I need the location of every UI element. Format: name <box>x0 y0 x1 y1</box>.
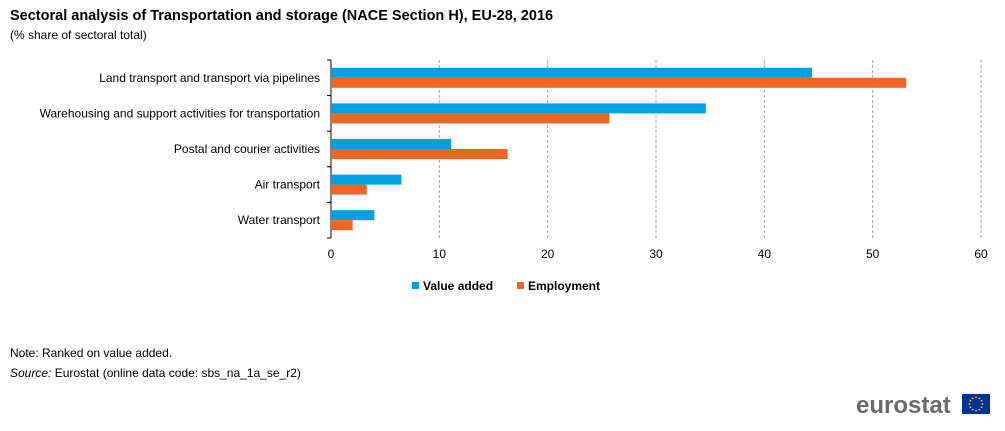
category-label: Air transport <box>255 178 321 192</box>
chart-source: Source: Eurostat (online data code: sbs_… <box>10 366 301 380</box>
x-tick-label: 60 <box>974 247 988 261</box>
bar-employment <box>331 220 353 231</box>
legend-entry: Employment <box>528 279 600 293</box>
x-tick-label: 50 <box>866 247 880 261</box>
x-tick-label: 30 <box>649 247 663 261</box>
x-tick-label: 0 <box>328 247 335 261</box>
category-label: Land transport and transport via pipelin… <box>99 71 320 85</box>
flag-star <box>980 399 983 402</box>
bar-value-added <box>331 210 375 221</box>
bar-value-added <box>331 139 452 149</box>
bar-employment <box>331 77 907 88</box>
eu-flag-icon <box>962 394 990 414</box>
bar-employment <box>331 113 610 124</box>
chart-subtitle: (% share of sectoral total) <box>10 28 147 42</box>
flag-star <box>975 409 977 412</box>
flag-star <box>969 406 972 409</box>
legend-entry: Value added <box>423 279 493 293</box>
bar-value-added <box>331 174 402 185</box>
source-text: Eurostat (online data code: sbs_na_1a_se… <box>51 366 301 380</box>
flag-star <box>969 399 972 402</box>
chart-note: Note: Ranked on value added. <box>10 346 173 360</box>
x-tick-label: 10 <box>433 247 447 261</box>
flag-star <box>968 403 971 405</box>
bar-chart: Land transport and transport via pipelin… <box>40 59 988 293</box>
legend-swatch <box>412 282 419 289</box>
category-label: Warehousing and support activities for t… <box>40 106 320 120</box>
category-label: Water transport <box>238 213 321 227</box>
eurostat-logo: eurostat <box>856 392 992 422</box>
legend-swatch <box>517 282 524 289</box>
flag-star <box>978 397 981 400</box>
flag-star <box>981 403 984 405</box>
bar-employment <box>331 184 367 195</box>
flag-star <box>971 408 974 411</box>
x-tick-label: 20 <box>541 247 555 261</box>
category-label: Postal and courier activities <box>174 142 320 156</box>
bar-employment <box>331 149 508 159</box>
flag-star <box>971 397 974 400</box>
bar-value-added <box>331 67 812 78</box>
source-label: Source: <box>10 366 52 380</box>
flag-star <box>978 408 981 411</box>
chart-title: Sectoral analysis of Transportation and … <box>10 8 554 24</box>
flag-star <box>975 396 977 399</box>
bar-value-added <box>331 103 706 114</box>
x-tick-label: 40 <box>758 247 772 261</box>
logo-text: eurostat <box>856 392 951 419</box>
flag-star <box>980 406 983 409</box>
